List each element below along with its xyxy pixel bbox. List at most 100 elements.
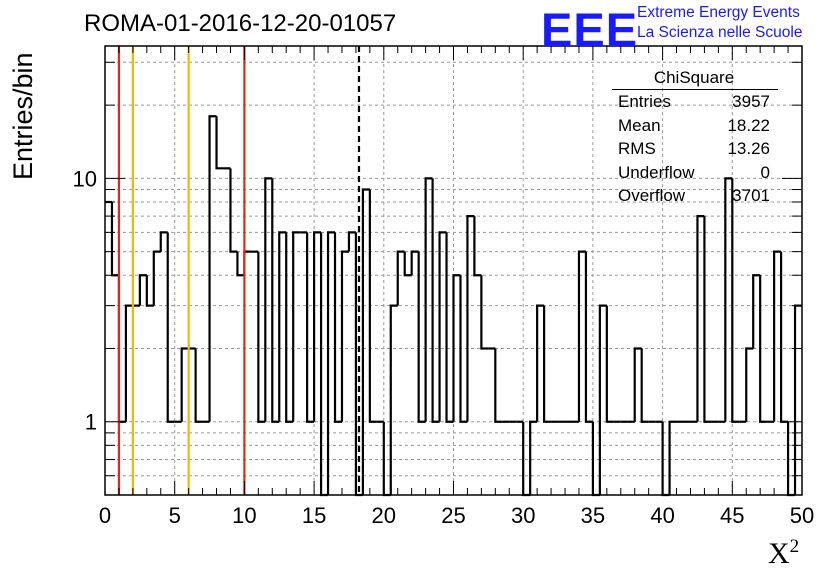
histogram-bin — [229, 168, 238, 253]
histogram-bin — [264, 177, 273, 422]
histogram-bin — [410, 250, 419, 276]
stats-row-overflow: Overflow 3701 — [610, 186, 770, 210]
histogram-bin — [494, 348, 503, 423]
x-tick-label: 10 — [232, 503, 256, 528]
histogram-bin — [368, 189, 377, 423]
stats-box: ChiSquare Entries 3957 Mean 18.22 RMS 13.26 Un… — [610, 62, 778, 208]
histogram-bin — [194, 348, 203, 423]
x-axis-label: X2 — [768, 536, 799, 571]
histogram-bin — [731, 178, 740, 423]
histogram-bin — [598, 304, 607, 495]
histogram-bin — [605, 305, 614, 423]
stats-value: 3701 — [732, 186, 770, 205]
histogram-bin — [278, 231, 287, 422]
x-axis-label-text: X — [768, 537, 790, 570]
histogram-bin — [466, 214, 475, 422]
axis-ticks — [104, 46, 803, 496]
x-tick-label: 5 — [169, 503, 181, 528]
x-tick-label: 30 — [511, 503, 535, 528]
histogram-bin — [793, 304, 802, 495]
x-tick-label: 20 — [372, 503, 396, 528]
stats-value: 0 — [760, 162, 770, 182]
stats-label: Underflow — [618, 162, 695, 182]
stats-label: Overflow — [618, 186, 686, 205]
histogram-bin — [745, 347, 754, 422]
logo-line-2: La Scienza nelle Scuole — [637, 24, 803, 41]
histogram-bin — [347, 231, 356, 252]
histogram-bin — [166, 232, 175, 423]
stats-title: ChiSquare — [653, 68, 735, 87]
stats-row-underflow: Underflow 0 — [610, 163, 770, 187]
histogram-bin — [271, 178, 280, 423]
x-tick-label: 35 — [581, 503, 605, 528]
y-axis-label: Entries/bin — [8, 52, 38, 180]
histogram-bin — [431, 178, 440, 423]
histogram-bin — [452, 274, 461, 422]
histogram-bin — [159, 231, 168, 252]
histogram-bin — [403, 251, 412, 277]
histogram-bin — [417, 251, 426, 423]
histogram-bin — [152, 250, 161, 306]
x-tick-label: 25 — [441, 503, 465, 528]
histogram-bin — [724, 177, 733, 422]
histogram-bin — [752, 274, 761, 349]
histogram-bin — [333, 232, 342, 423]
stats-label: RMS — [618, 139, 656, 158]
histogram-bin — [326, 231, 336, 495]
x-tick-label: 40 — [650, 503, 674, 528]
histogram-bin — [438, 231, 447, 422]
logo-line-1: Extreme Energy Events — [637, 4, 800, 21]
histogram-bin — [257, 251, 266, 423]
histogram-bin — [640, 348, 649, 423]
x-axis-label-superscript: 2 — [789, 536, 800, 557]
histogram-bin — [668, 420, 677, 495]
histogram-bin — [180, 347, 189, 422]
stats-row-mean: Mean 18.22 — [610, 116, 770, 140]
histogram-bin — [759, 275, 768, 423]
stats-label: Mean — [618, 115, 661, 135]
stats-label: Entries — [618, 92, 671, 111]
histogram-bin — [292, 231, 301, 422]
histogram-bin — [340, 250, 349, 422]
histogram-bin — [306, 232, 315, 423]
histogram-bin — [236, 251, 245, 277]
histogram-bin — [124, 304, 133, 422]
histogram-bin — [779, 251, 789, 423]
histogram-bin — [696, 214, 705, 422]
histogram-bin — [145, 275, 154, 307]
histogram-bin — [396, 250, 405, 306]
histogram-bin — [703, 216, 712, 423]
stats-value: 18.22 — [727, 115, 770, 135]
stats-value: 3957 — [732, 92, 770, 111]
y-tick-label: 1 — [85, 410, 97, 435]
histogram-bin — [577, 250, 586, 422]
histogram-bin — [584, 251, 593, 423]
histogram-bin — [424, 177, 433, 422]
x-tick-label: 45 — [720, 503, 744, 528]
reference-lines — [117, 46, 361, 495]
histogram-bin — [773, 250, 782, 422]
histogram-bin — [633, 347, 642, 422]
chart-title: ROMA-01-2016-12-20-01057 — [84, 10, 397, 37]
stats-rows: Entries 3957 Mean 18.22 RMS 13.26 Underflow 0 Ov… — [610, 92, 770, 210]
histogram-bin — [361, 188, 370, 495]
histogram-bin — [480, 275, 489, 350]
x-tick-label: 50 — [790, 503, 814, 528]
histogram-bin — [529, 420, 538, 495]
histogram-bin — [215, 116, 224, 170]
histogram-bin — [208, 115, 217, 422]
x-tick-label: 15 — [302, 503, 326, 528]
stats-row-entries: Entries 3957 — [610, 92, 770, 116]
histogram-bin — [138, 274, 147, 306]
histogram-bin — [313, 231, 322, 422]
stats-value: 13.26 — [727, 139, 770, 158]
stats-divider — [612, 89, 778, 90]
histogram-bin — [543, 305, 552, 423]
eee-logo: EEE — [541, 3, 639, 56]
histogram-bin — [536, 304, 545, 422]
x-tick-label: 0 — [99, 503, 111, 528]
stats-row-rms: RMS 13.26 — [610, 139, 770, 163]
histogram-bin — [389, 304, 398, 495]
y-tick-label: 10 — [73, 166, 97, 191]
